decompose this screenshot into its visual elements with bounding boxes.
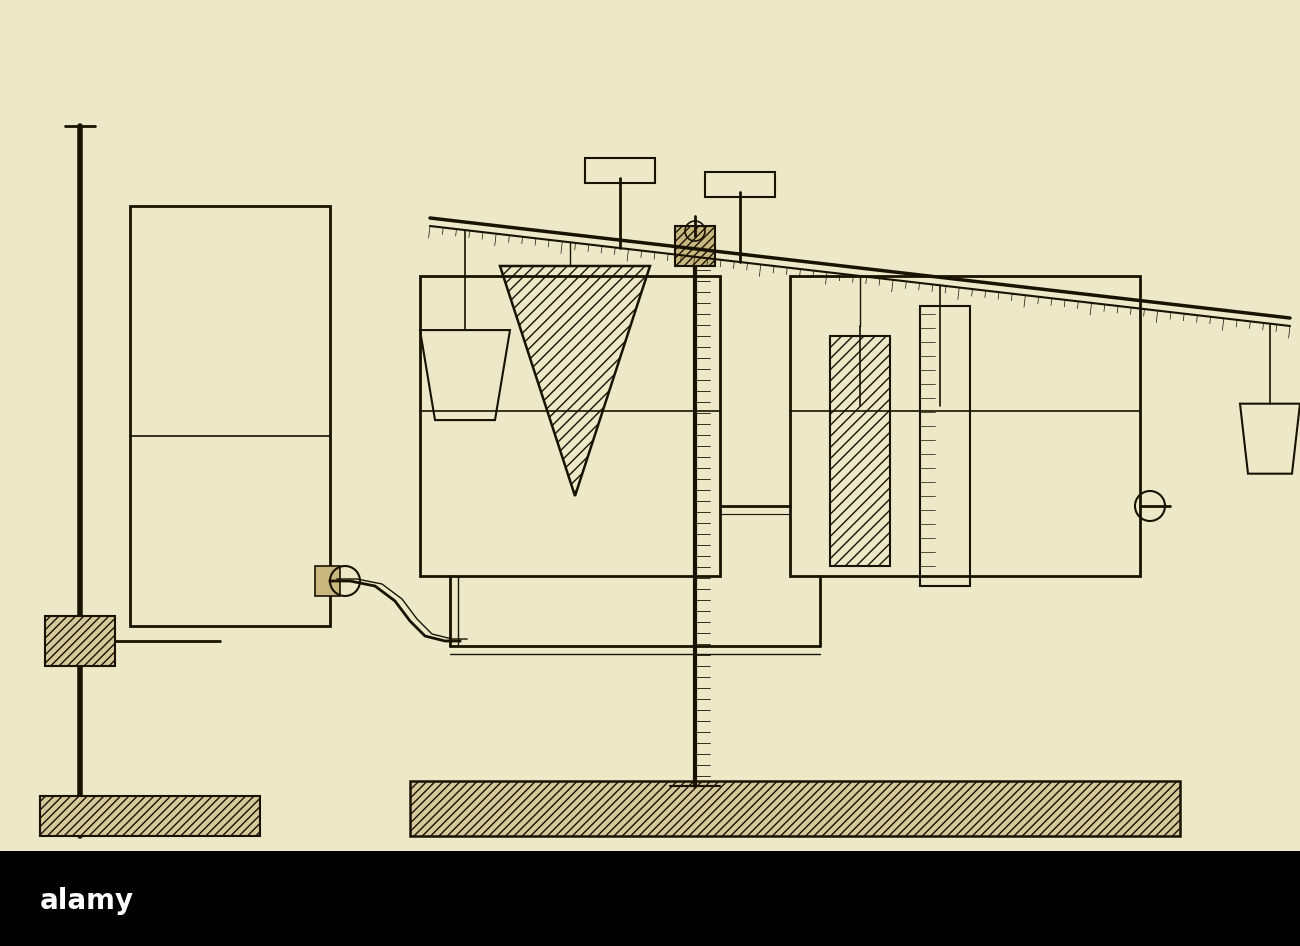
Bar <box>315 566 341 596</box>
Text: alamy: alamy <box>40 887 134 915</box>
Bar <box>829 336 890 566</box>
Bar <box>420 276 720 576</box>
Bar <box>675 226 715 266</box>
Bar <box>40 796 260 836</box>
Bar <box>585 158 655 184</box>
Bar <box>130 206 330 626</box>
Bar <box>410 781 1180 836</box>
Bar <box>790 276 1140 576</box>
Bar <box>705 172 775 197</box>
Bar <box>920 306 970 586</box>
Bar <box>46 616 114 666</box>
Bar <box>0 851 1300 946</box>
